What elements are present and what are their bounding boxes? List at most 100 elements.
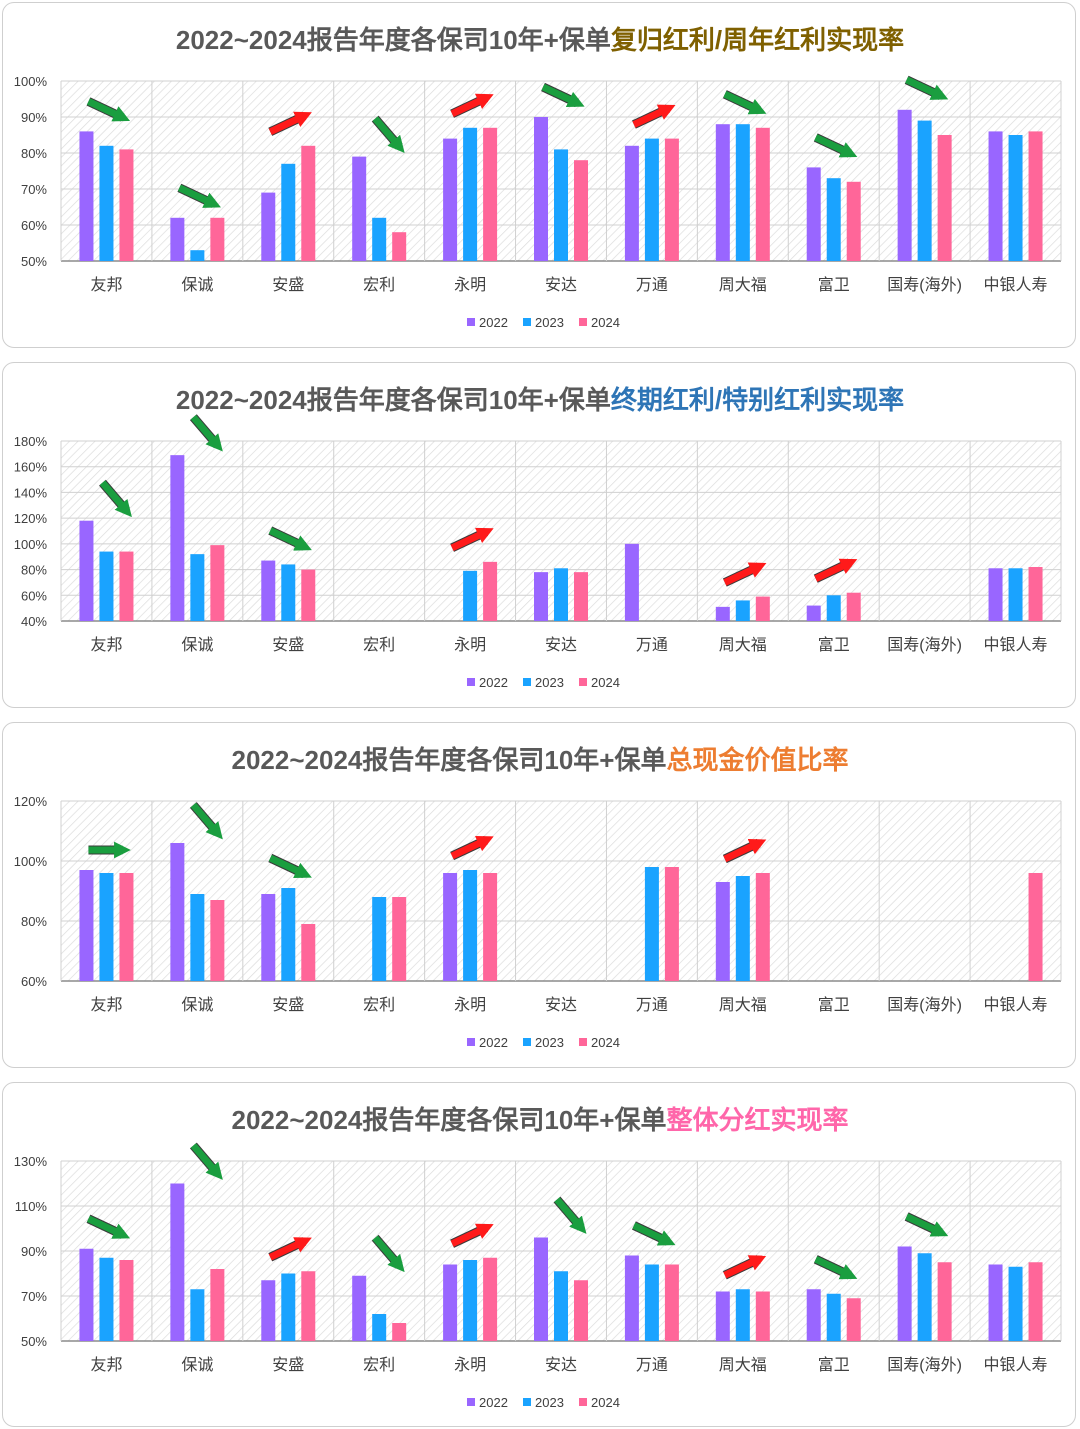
bar-2024 bbox=[483, 127, 498, 261]
y-tick-label: 60% bbox=[21, 974, 47, 989]
trend-arrow-up bbox=[450, 93, 494, 117]
trend-arrow-down bbox=[541, 83, 585, 108]
bar-2023 bbox=[644, 138, 659, 261]
bar-2024 bbox=[574, 572, 588, 621]
trend-arrow-up bbox=[450, 527, 494, 552]
bar-2023 bbox=[372, 897, 387, 981]
legend-label-2022: 2022 bbox=[479, 1035, 508, 1050]
bar-2023 bbox=[1008, 568, 1023, 621]
bar-2022 bbox=[79, 870, 94, 981]
legend-swatch-2023 bbox=[523, 1038, 531, 1046]
bar-2024 bbox=[937, 1262, 952, 1341]
bar-2024 bbox=[483, 1257, 498, 1341]
bar-2023 bbox=[99, 1257, 114, 1341]
bar-2023 bbox=[372, 217, 387, 261]
bar-2022 bbox=[170, 455, 185, 621]
bar-2024 bbox=[483, 873, 498, 981]
legend-swatch-2022 bbox=[467, 1398, 475, 1406]
category-label: 友邦 bbox=[90, 276, 122, 294]
bar-2022 bbox=[170, 217, 185, 261]
bar-2023 bbox=[644, 867, 659, 981]
bar-2023 bbox=[190, 1289, 205, 1341]
y-tick-label: 180% bbox=[14, 434, 48, 449]
legend-swatch-2024 bbox=[579, 1038, 587, 1046]
bar-2022 bbox=[261, 560, 276, 621]
bar-2024 bbox=[755, 1291, 770, 1341]
bar-2023 bbox=[99, 551, 114, 621]
legend-label-2024: 2024 bbox=[591, 1395, 620, 1410]
bar-2023 bbox=[190, 250, 205, 261]
y-tick-label: 90% bbox=[21, 110, 47, 125]
bar-2023 bbox=[99, 145, 114, 261]
legend-label-2022: 2022 bbox=[479, 675, 508, 690]
bar-2022 bbox=[79, 520, 94, 621]
trend-arrow-down bbox=[177, 184, 221, 208]
y-tick-label: 80% bbox=[21, 563, 47, 578]
legend-swatch-2022 bbox=[467, 1038, 475, 1046]
chart-panel-3: 2022~2024报告年度各保司10年+保单总现金价值比率 60% 80% 100% 1… bbox=[2, 722, 1076, 1068]
category-label: 保诚 bbox=[181, 276, 213, 294]
legend-swatch-2023 bbox=[523, 1398, 531, 1406]
category-label: 富卫 bbox=[818, 1356, 850, 1374]
bar-2024 bbox=[755, 596, 770, 621]
bar-2022 bbox=[806, 167, 821, 261]
category-label: 友邦 bbox=[90, 1356, 122, 1374]
category-label: 永明 bbox=[454, 636, 486, 654]
y-tick-label: 130% bbox=[14, 1154, 48, 1169]
bar-2022 bbox=[897, 109, 912, 261]
bar-2023 bbox=[644, 1264, 659, 1341]
trend-arrow-up bbox=[450, 835, 494, 860]
y-tick-label: 40% bbox=[21, 614, 47, 629]
bar-2022 bbox=[261, 1280, 276, 1341]
bar-2022 bbox=[534, 1237, 548, 1341]
y-tick-label: 60% bbox=[21, 218, 47, 233]
bar-2024 bbox=[664, 1264, 679, 1341]
legend-swatch-2022 bbox=[467, 318, 475, 326]
bar-2022 bbox=[170, 843, 185, 981]
bar-2023 bbox=[372, 1314, 387, 1341]
bar-2023 bbox=[1008, 1266, 1023, 1341]
bar-2024 bbox=[1028, 1262, 1043, 1341]
trend-arrow-down bbox=[190, 414, 223, 452]
bar-2023 bbox=[463, 1260, 478, 1341]
bar-2024 bbox=[392, 897, 407, 981]
bar-2022 bbox=[534, 117, 548, 261]
legend-label-2024: 2024 bbox=[591, 315, 620, 330]
y-tick-label: 120% bbox=[14, 511, 48, 526]
trend-arrow-down bbox=[814, 1256, 858, 1280]
bar-2024 bbox=[1028, 131, 1043, 261]
category-label: 周大福 bbox=[719, 996, 767, 1014]
bar-2023 bbox=[735, 876, 750, 981]
category-label: 保诚 bbox=[181, 636, 213, 654]
bar-2024 bbox=[574, 1280, 588, 1341]
y-tick-label: 100% bbox=[14, 537, 48, 552]
trend-arrow-down bbox=[372, 1235, 405, 1273]
bar-2023 bbox=[735, 600, 750, 621]
category-label: 中银人寿 bbox=[984, 276, 1048, 294]
bar-2024 bbox=[119, 551, 134, 621]
bar-2023 bbox=[826, 595, 841, 621]
y-tick-label: 80% bbox=[21, 914, 47, 929]
bar-2024 bbox=[574, 160, 588, 261]
bar-2024 bbox=[119, 149, 134, 261]
y-tick-label: 90% bbox=[21, 1244, 47, 1259]
legend-swatch-2022 bbox=[467, 678, 475, 686]
category-label: 宏利 bbox=[363, 1356, 395, 1374]
category-label: 富卫 bbox=[818, 996, 850, 1014]
y-tick-label: 120% bbox=[14, 794, 48, 809]
bar-2024 bbox=[846, 181, 861, 261]
category-label: 友邦 bbox=[90, 996, 122, 1014]
chart-2-svg: 2022~2024报告年度各保司10年+保单终期红利/特别红利实现率 40% 60%… bbox=[14, 385, 1062, 690]
chart-3-svg: 2022~2024报告年度各保司10年+保单总现金价值比率 60% 80% 100% 1… bbox=[14, 745, 1062, 1050]
trend-arrow-up bbox=[723, 838, 767, 863]
category-label: 富卫 bbox=[818, 276, 850, 294]
bar-2024 bbox=[301, 924, 316, 981]
category-label: 万通 bbox=[636, 636, 668, 654]
bar-2022 bbox=[715, 882, 730, 981]
bar-2022 bbox=[806, 605, 821, 621]
chart-title: 2022~2024报告年度各保司10年+保单复归红利/周年红利实现率 bbox=[176, 25, 904, 55]
bar-2022 bbox=[352, 156, 367, 261]
bar-2024 bbox=[301, 1271, 316, 1341]
y-tick-label: 100% bbox=[14, 74, 48, 89]
y-tick-label: 50% bbox=[21, 254, 47, 269]
